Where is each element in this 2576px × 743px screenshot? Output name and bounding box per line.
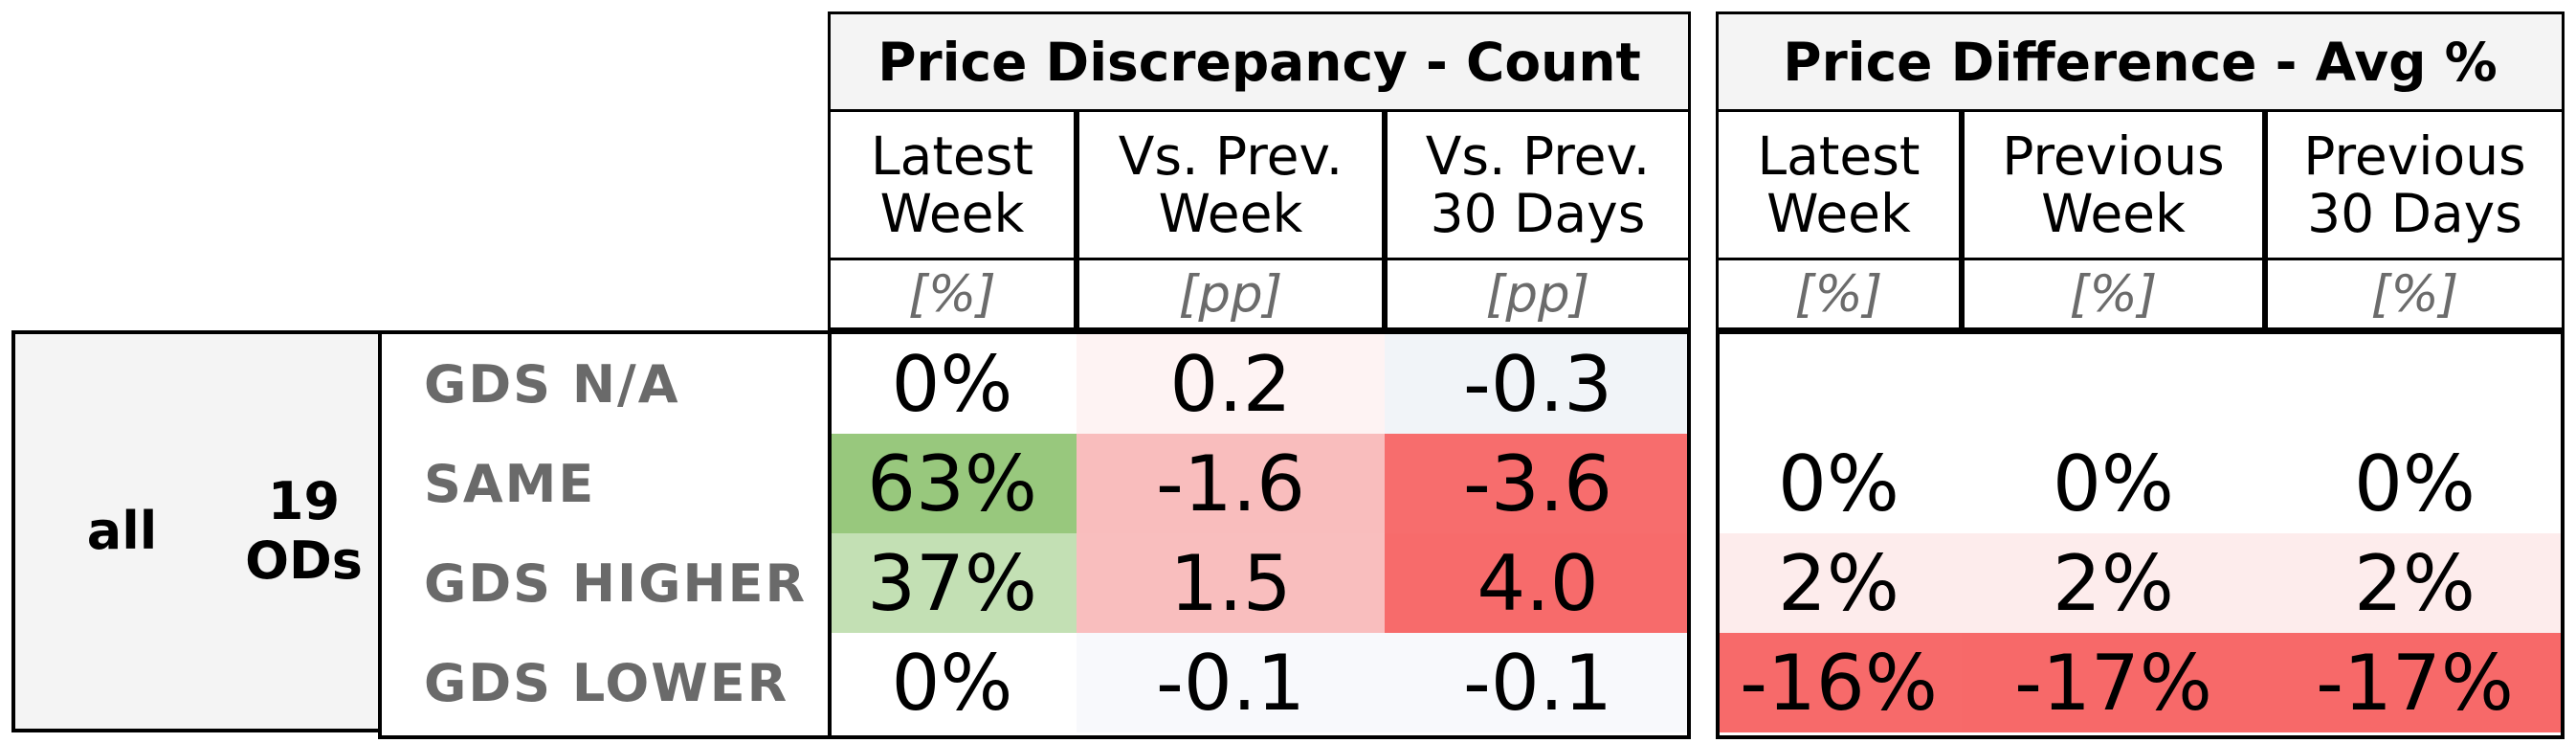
- data-cell: -0.3: [1385, 334, 1691, 434]
- od-count-label: 19 ODs: [245, 471, 363, 591]
- data-cell: [1716, 334, 1962, 434]
- data-cell: -0.1: [1077, 633, 1385, 732]
- data-cell: 2%: [1962, 533, 2265, 633]
- column-unit: [%]: [1716, 260, 1962, 330]
- data-cell: 1.5: [1077, 533, 1385, 633]
- column-header: Previous Week: [1962, 112, 2265, 260]
- table-title: Price Difference - Avg %: [1716, 11, 2565, 112]
- data-cell: [2265, 334, 2565, 434]
- data-cell: 0.2: [1077, 334, 1385, 434]
- data-cell: -0.1: [1385, 633, 1691, 732]
- column-unit: [pp]: [1385, 260, 1691, 330]
- row-label: GDS N/A: [424, 353, 680, 415]
- data-cell: 0%: [1716, 434, 1962, 533]
- data-cell: -17%: [1962, 633, 2265, 732]
- row-label: GDS LOWER: [424, 652, 789, 713]
- data-cell: [1962, 334, 2265, 434]
- table-body-frame: [1716, 330, 2565, 739]
- row-label: SAME: [424, 453, 596, 514]
- data-cell: -16%: [1716, 633, 1962, 732]
- data-cell: -3.6: [1385, 434, 1691, 533]
- column-unit: [%]: [828, 260, 1077, 330]
- table-title: Price Discrepancy - Count: [828, 11, 1691, 112]
- column-unit: [%]: [1962, 260, 2265, 330]
- data-cell: 0%: [828, 633, 1077, 732]
- column-unit: [%]: [2265, 260, 2565, 330]
- data-cell: 0%: [828, 334, 1077, 434]
- row-label: GDS HIGHER: [424, 552, 808, 614]
- data-cell: -1.6: [1077, 434, 1385, 533]
- data-cell: 2%: [1716, 533, 1962, 633]
- row-label-frame: [378, 330, 830, 739]
- data-cell: 0%: [1962, 434, 2265, 533]
- column-header: Latest Week: [1716, 112, 1962, 260]
- data-cell: 4.0: [1385, 533, 1691, 633]
- group-label-frame: [11, 330, 380, 732]
- column-header: Previous 30 Days: [2265, 112, 2565, 260]
- column-header: Latest Week: [828, 112, 1077, 260]
- data-cell: 2%: [2265, 533, 2565, 633]
- table-body-frame: [828, 330, 1691, 739]
- column-header: Vs. Prev. Week: [1077, 112, 1385, 260]
- column-unit: [pp]: [1077, 260, 1385, 330]
- data-cell: 37%: [828, 533, 1077, 633]
- data-cell: 0%: [2265, 434, 2565, 533]
- column-header: Vs. Prev. 30 Days: [1385, 112, 1691, 260]
- segment-label: all: [86, 501, 158, 561]
- data-cell: -17%: [2265, 633, 2565, 732]
- data-cell: 63%: [828, 434, 1077, 533]
